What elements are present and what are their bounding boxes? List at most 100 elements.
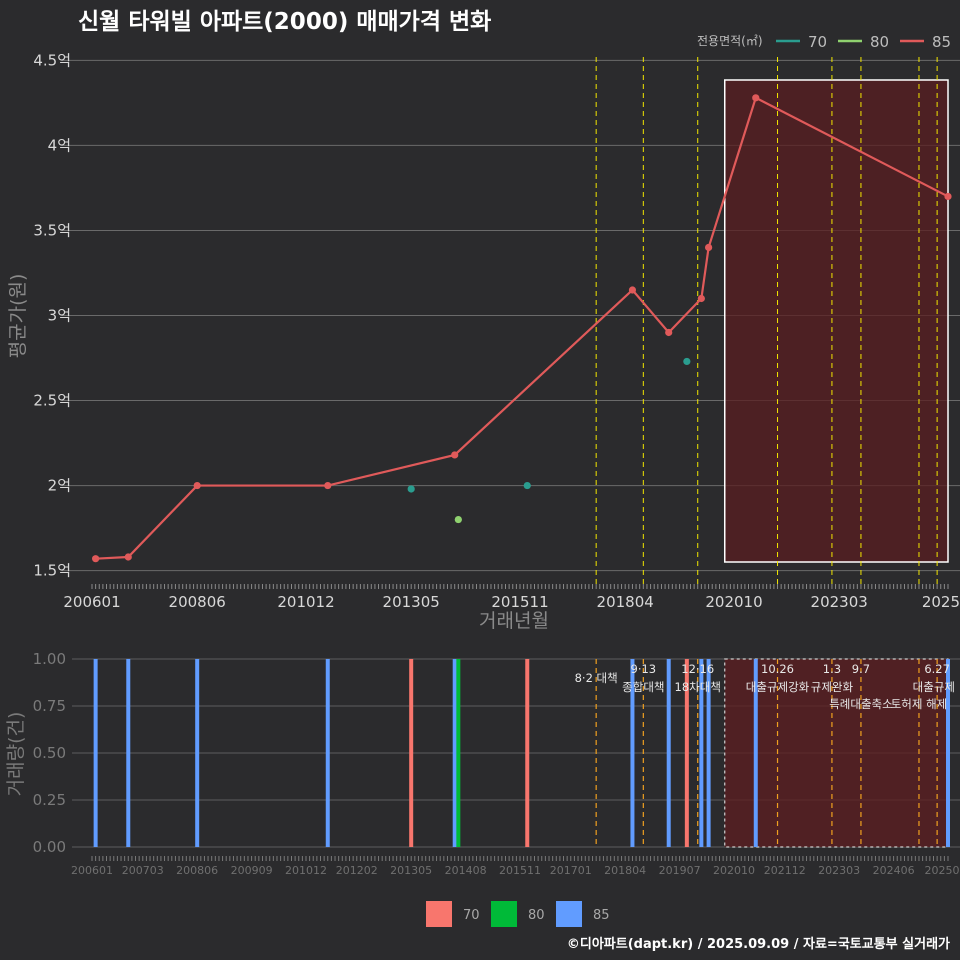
point-85: [697, 294, 705, 303]
point-85: [193, 481, 201, 490]
bottom-legend-label-70: 70: [463, 908, 480, 923]
policy-date-label: 9.7: [852, 662, 870, 676]
point-85: [92, 555, 100, 563]
y-tick-label: 1.5억: [33, 562, 71, 580]
volume-x-tick-label: 20250: [925, 864, 960, 877]
point-85: [944, 192, 952, 201]
volume-y-tick-label: 0.75: [33, 697, 66, 715]
point-85: [705, 243, 713, 252]
bottom-legend: 70 80 85: [426, 901, 610, 927]
volume-x-tick-label: 200601: [71, 864, 113, 877]
volume-x-tick-label: 201511: [499, 864, 541, 877]
point-70: [407, 485, 415, 493]
policy-date-label: 1.3: [823, 662, 841, 676]
top-legend: 전용면적(㎡) 70 80 85: [697, 33, 951, 51]
volume-x-tick-label: 202303: [818, 864, 860, 877]
volume-bar-85: [753, 659, 758, 847]
volume-highlight-region: [724, 658, 949, 848]
volume-bar-70: [684, 659, 689, 847]
volume-x-tick-label: 201907: [659, 864, 701, 877]
bottom-legend-label-80: 80: [528, 908, 545, 923]
legend-label-85: 85: [932, 33, 951, 51]
policy-date-label: 12·16: [681, 662, 714, 676]
highlight-region: [723, 79, 949, 563]
legend-label-70: 70: [808, 33, 827, 51]
source-caption: ©디아파트(dapt.kr) / 2025.09.09 / 자료=국토교통부 실…: [567, 936, 950, 952]
policy-label: 8·2 대책: [575, 671, 618, 685]
volume-bar-85: [630, 659, 635, 847]
volume-x-tick-label: 200703: [122, 864, 164, 877]
volume-bar-85: [699, 659, 704, 847]
volume-bar-85: [93, 659, 98, 847]
volume-plot: 0.00 0.25 0.50 0.75 1.00 200601 200703 200806 20…: [33, 650, 960, 877]
volume-bar-70: [525, 659, 530, 847]
volume-x-tick-label: 202010: [713, 864, 755, 877]
legend-title: 전용면적(㎡): [697, 34, 763, 48]
y-tick-label: 2억: [48, 477, 71, 495]
bottom-legend-swatch-70: [426, 901, 452, 927]
x-axis-label: 거래년월: [479, 610, 549, 632]
point-70: [683, 357, 691, 366]
volume-x-tick-label: 201305: [390, 864, 432, 877]
point-80: [454, 515, 462, 524]
x-tick-label: 201305: [383, 593, 440, 611]
volume-y-tick-label: 0.00: [33, 838, 66, 856]
volume-x-tick-label: 202112: [764, 864, 806, 877]
point-85: [324, 481, 332, 490]
volume-x-tick-label: 201408: [445, 864, 487, 877]
volume-x-tick-label: 202406: [873, 864, 915, 877]
y-axis-label: 평균가(원): [7, 274, 29, 359]
volume-bar-85: [666, 659, 671, 847]
y-tick-label: 4억: [48, 136, 71, 154]
y-tick-label: 4.5억: [33, 51, 71, 69]
policy-label: 규제완화: [811, 680, 854, 694]
volume-y-axis-label: 거래량(건): [5, 712, 27, 797]
x-tick-label: 201511: [491, 593, 548, 611]
x-tick-label: 200601: [63, 593, 120, 611]
volume-y-tick-label: 0.50: [33, 744, 66, 762]
point-85: [665, 328, 673, 337]
point-85: [451, 451, 459, 459]
chart-title: 신월 타워빌 아파트(2000) 매매가격 변화: [78, 9, 491, 35]
volume-x-tick-label: 200806: [176, 864, 218, 877]
volume-bar-85: [126, 659, 131, 847]
volume-y-tick-label: 1.00: [33, 650, 66, 668]
volume-bar-85: [706, 659, 711, 847]
point-85: [752, 94, 760, 102]
price-plot: 1.5억 2억 2.5억 3억 3.5억 4억 4.5억 200601 200806 201012…: [33, 51, 960, 611]
volume-y-tick-label: 0.25: [33, 791, 66, 809]
volume-x-tick-label: 201012: [285, 864, 327, 877]
point-85: [628, 286, 637, 294]
policy-label: 토허제 해제: [891, 697, 948, 711]
x-tick-label: 202303: [811, 593, 868, 611]
x-tick-label: 202010: [705, 593, 762, 611]
y-tick-label: 2.5억: [33, 392, 71, 410]
policy-label: 대출규제: [913, 680, 955, 694]
point-70: [523, 481, 531, 490]
volume-bar-85: [195, 659, 200, 847]
volume-x-tick-label: 200909: [231, 864, 273, 877]
volume-x-tick-label: 201804: [604, 864, 646, 877]
policy-label: 특례대출축소: [829, 697, 892, 711]
y-tick-label: 3.5억: [33, 221, 71, 239]
bottom-legend-swatch-85: [556, 901, 582, 927]
x-tick-label: 201012: [277, 593, 334, 611]
x-tick-label: 200806: [169, 593, 226, 611]
volume-bar-80: [456, 659, 461, 847]
volume-x-tick-label: 201701: [550, 864, 592, 877]
volume-x-tick-label: 201202: [336, 864, 378, 877]
volume-bar-85: [325, 659, 330, 847]
policy-label: 종합대책: [622, 680, 664, 694]
policy-label: 대출규제강화: [746, 680, 810, 694]
policy-date-label: 10.26: [761, 662, 794, 676]
policy-date-label: 6.27: [924, 662, 950, 676]
x-tick-label: 2025: [922, 593, 960, 611]
volume-bar-85: [452, 659, 457, 847]
volume-bar-85: [946, 659, 950, 847]
policy-label: 18차대책: [675, 680, 721, 694]
bottom-legend-label-85: 85: [593, 908, 610, 923]
x-tick-label: 201804: [597, 593, 654, 611]
point-85: [124, 553, 132, 561]
y-tick-label: 3억: [48, 307, 71, 325]
